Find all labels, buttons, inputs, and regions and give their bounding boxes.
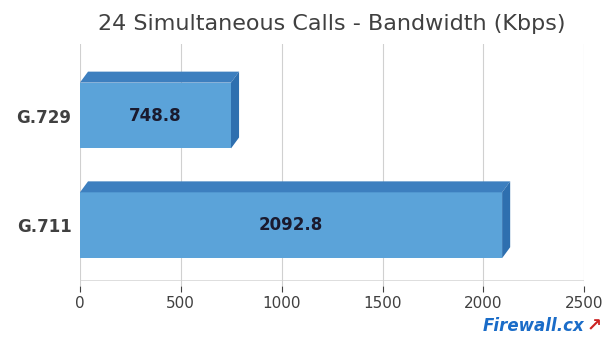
Bar (80, 192, 502, 258)
Bar (80, 83, 231, 149)
Text: Firewall.cx: Firewall.cx (483, 317, 584, 335)
Text: 748.8: 748.8 (129, 106, 182, 124)
Polygon shape (80, 72, 239, 83)
Title: 24 Simultaneous Calls - Bandwidth (Kbps): 24 Simultaneous Calls - Bandwidth (Kbps) (98, 14, 566, 34)
Polygon shape (80, 181, 510, 192)
Text: 2092.8: 2092.8 (259, 216, 323, 234)
Polygon shape (502, 181, 510, 258)
Polygon shape (231, 72, 239, 149)
Text: ↗: ↗ (587, 317, 602, 335)
